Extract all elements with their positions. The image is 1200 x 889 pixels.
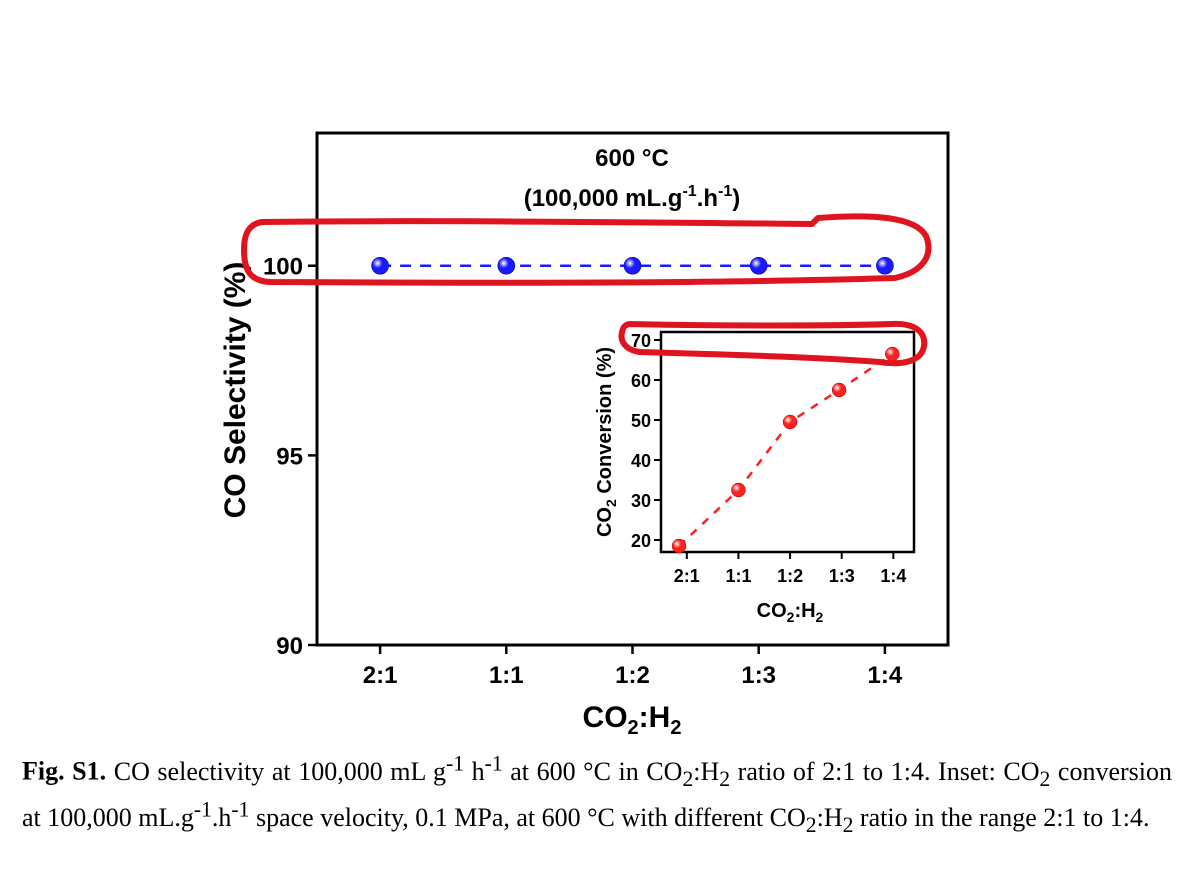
x-axis-label: CO2:H2 (583, 701, 682, 739)
inset-y-axis-label: CO2 Conversion (%) (594, 347, 619, 537)
selectivity-point (371, 256, 389, 275)
x-tick-label: 1:3 (741, 662, 776, 689)
y-tick-label: 100 (263, 254, 303, 281)
inset-y-tick-label: 70 (631, 331, 651, 351)
highlight-loop-selectivity (241, 213, 932, 286)
figure-caption: Fig. S1. CO selectivity at 100,000 mL g-… (22, 748, 1172, 840)
inset-x-tick-label: 1:2 (777, 566, 803, 586)
caption-label: Fig. S1. (22, 756, 107, 786)
caption-text: CO selectivity at 100,000 mL g-1 h-1 at … (22, 751, 1172, 837)
x-tick-label: 1:2 (615, 662, 650, 689)
y-axis-label: CO Selectivity (%) (219, 262, 252, 519)
y-tick-label: 95 (276, 443, 303, 470)
selectivity-point (876, 256, 894, 275)
selectivity-point (623, 256, 642, 275)
chart: 90 95 100 2:1 1:1 1:2 1:3 1:4 CO Selectivity (%)… (219, 131, 950, 739)
conversion-point (731, 482, 746, 498)
chart-title-line2: (100,000 mL.g-1.h-1) (524, 183, 741, 212)
inset-x-tick-label: 1:3 (829, 566, 855, 586)
x-tick-label: 1:4 (868, 662, 903, 689)
conversion-point (831, 382, 847, 398)
highlight-loop-inset-top (618, 320, 928, 367)
inset-x-tick-label: 1:1 (725, 566, 751, 586)
inset-y-tick-label: 20 (631, 531, 651, 551)
conversion-point (782, 414, 798, 430)
x-tick-label: 2:1 (363, 662, 398, 689)
inset-x-tick-label: 2:1 (674, 566, 700, 586)
inset-y-tick-label: 60 (631, 371, 651, 391)
inset-y-tick-label: 50 (631, 411, 651, 431)
chart-title-line1: 600 °C (595, 145, 669, 172)
selectivity-point (749, 256, 768, 275)
y-tick-label: 90 (276, 633, 303, 660)
inset-y-tick-label: 40 (631, 451, 651, 471)
inset-y-tick-label: 30 (631, 491, 651, 511)
conversion-point (671, 538, 687, 554)
x-tick-label: 1:1 (489, 662, 524, 689)
selectivity-point (497, 256, 516, 275)
inset-plot-frame (659, 330, 916, 554)
conversion-point (885, 346, 900, 362)
inset-x-tick-label: 1:4 (880, 566, 906, 586)
inset-x-axis-label: CO2:H2 (757, 600, 824, 625)
